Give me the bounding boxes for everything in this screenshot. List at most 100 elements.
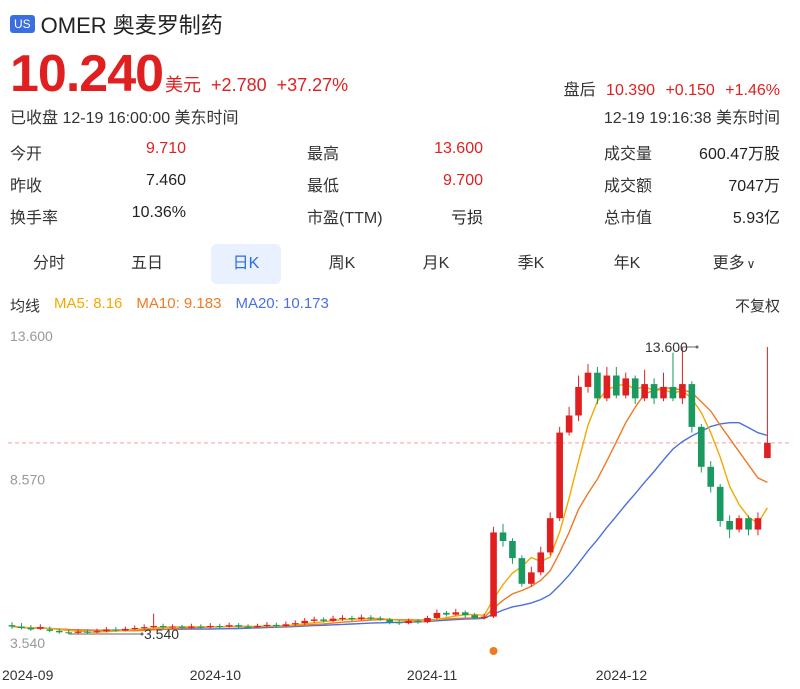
tab-five-day[interactable]: 五日 (130, 255, 163, 272)
candle-body (367, 617, 375, 619)
stat-key: 换手率 (10, 210, 59, 227)
candle-body (55, 630, 63, 633)
candle-body (452, 612, 460, 615)
candle-body (358, 617, 365, 620)
candle-body (339, 618, 346, 620)
ma10-line (11, 386, 768, 632)
candle-body (424, 618, 431, 623)
chevron-down-icon: ∨ (746, 257, 756, 271)
market-status: 已收盘 12-19 16:00:00 美东时间 (10, 110, 239, 127)
stat-value: 5.93亿 (732, 210, 780, 227)
tab-more[interactable]: 更多 ∨ (694, 244, 774, 284)
stat-pe-ttm: 市盈(TTM) 亏损 (307, 204, 483, 228)
candle-body (480, 616, 488, 619)
candle-body (688, 384, 696, 427)
candle-body (206, 626, 214, 628)
candlestick-chart[interactable]: 13.600 8.570 3.540 13.600 3.540 2024-09 2024-1… (0, 330, 800, 689)
candle-body (37, 627, 44, 629)
candle-body (103, 629, 110, 632)
tab-intraday[interactable]: 分时 (32, 255, 65, 272)
after-hours-label: 盘后 (563, 82, 596, 99)
stat-value: 9.710 (145, 140, 186, 157)
candle-body (282, 624, 290, 627)
high-annotation-dot (695, 345, 699, 349)
candle-body (112, 629, 120, 631)
candle-body (254, 626, 261, 628)
candle-body (594, 372, 601, 399)
candle-body (622, 378, 630, 396)
candle-body (650, 384, 658, 399)
candle-body (84, 631, 91, 633)
stat-key: 总市值 (604, 210, 653, 227)
candle-body (603, 375, 611, 399)
tab-monthly-k[interactable]: 月K (422, 255, 450, 272)
candle-body (433, 612, 441, 619)
candle-body (140, 627, 148, 629)
stat-key: 成交量 (604, 146, 653, 163)
tab-quarterly-k[interactable]: 季K (517, 255, 545, 272)
tab-yearly-k[interactable]: 年K (613, 255, 641, 272)
candle-body (235, 625, 242, 627)
ma5-line (11, 383, 768, 633)
candle-body (263, 624, 271, 627)
candle-body (348, 618, 356, 620)
price-row: 10.240 美元 +2.780 +37.27% (10, 44, 348, 104)
candle-body (754, 518, 762, 530)
y-tick-label: 3.540 (10, 635, 45, 651)
stat-prev-close: 昨收 7.460 (10, 172, 186, 196)
stat-market-cap: 总市值 5.93亿 (604, 204, 780, 228)
ma-legend: 均线 MA5: 8.16 MA10: 9.183 MA20: 10.173 (10, 295, 780, 316)
market-badge: US (10, 15, 35, 33)
candle-body (320, 619, 327, 621)
tab-weekly-k[interactable]: 周K (328, 255, 356, 272)
stat-value: 9.700 (442, 172, 483, 189)
candle-body (613, 375, 620, 396)
candle-body (122, 628, 129, 631)
candle-body (178, 626, 186, 628)
adjustment-select[interactable]: 不复权 (734, 298, 780, 315)
candle-body (707, 466, 715, 487)
currency-label: 美元 (165, 75, 202, 95)
candle-body (556, 432, 563, 519)
candle-body (159, 626, 167, 628)
ma5-value: MA5: 8.16 (54, 295, 123, 312)
y-tick-label: 8.570 (10, 472, 45, 488)
stat-value: 13.600 (434, 140, 483, 157)
candle-body (169, 626, 176, 628)
candle-body (244, 626, 252, 628)
stat-key: 昨收 (10, 178, 43, 195)
candle-body (443, 612, 450, 615)
stat-low: 最低 9.700 (307, 172, 483, 196)
candle-body (565, 415, 573, 433)
ma10-value: MA10: 9.183 (136, 295, 222, 312)
candle-body (131, 628, 139, 630)
ma20-value: MA20: 10.173 (235, 295, 329, 312)
x-tick-label: 2024-10 (190, 667, 242, 683)
candle-body (376, 618, 384, 620)
candle-body (584, 372, 592, 387)
high-annotation-label: 13.600 (645, 339, 688, 355)
candle-body (679, 384, 686, 399)
candle-body (490, 532, 497, 617)
candle-body (499, 532, 507, 541)
candle-body (273, 624, 280, 627)
candle-body (310, 619, 318, 621)
stat-value: 7.460 (145, 172, 186, 189)
candle-body (745, 518, 752, 530)
stat-high: 最高 13.600 (307, 140, 483, 164)
low-annotation-dot (140, 632, 144, 636)
tab-more-label: 更多 (712, 255, 745, 272)
y-tick-label: 13.600 (10, 330, 53, 344)
x-tick-label: 2024-09 (2, 667, 54, 683)
candle-body (518, 558, 526, 584)
ma20-line (11, 421, 768, 631)
candle-body (528, 572, 535, 584)
stat-key: 市盈(TTM) (307, 210, 383, 227)
stock-title: OMER 奥麦罗制药 (40, 13, 223, 38)
tab-daily-k[interactable]: 日K (211, 244, 281, 284)
candle-body (660, 386, 667, 399)
stat-value: 10.36% (131, 204, 186, 221)
x-tick-label: 2024-12 (596, 667, 648, 683)
stat-key: 今开 (10, 146, 43, 163)
candle-body (631, 378, 639, 399)
